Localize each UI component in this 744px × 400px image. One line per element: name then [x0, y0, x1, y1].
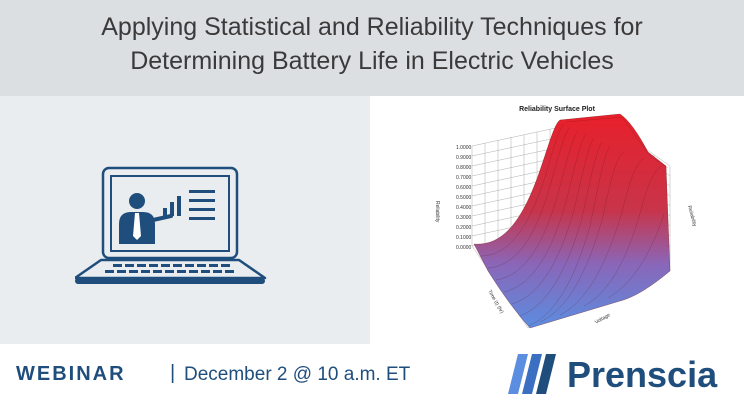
reliability-plot-panel: Reliability Surface Plot [370, 96, 744, 344]
svg-text:0.9000: 0.9000 [456, 155, 472, 161]
prenscia-stripes-logo [508, 354, 556, 394]
page-title: Applying Statistical and Reliability Tec… [0, 10, 744, 78]
title-line-1: Applying Statistical and Reliability Tec… [101, 13, 643, 41]
svg-text:1.0000: 1.0000 [456, 145, 472, 151]
z-axis-ticks: 1.0000 0.9000 0.8000 0.7000 0.6000 0.500… [456, 145, 472, 251]
presenter-laptop-icon [75, 166, 267, 284]
z-axis-label: Reliability [434, 201, 440, 223]
plot-title: Reliability Surface Plot [519, 106, 595, 113]
event-date: December 2 @ 10 a.m. ET [184, 364, 411, 385]
title-line-2: Determining Battery Life in Electric Veh… [130, 47, 614, 75]
separator: | [170, 362, 176, 384]
svg-text:0.6000: 0.6000 [456, 185, 472, 191]
svg-text:0.3000: 0.3000 [456, 215, 472, 221]
x-axis-label: Time (t) (hr) [486, 289, 504, 315]
webinar-label: WEBINAR [16, 363, 126, 385]
y-axis-label: Voltage [594, 312, 612, 326]
svg-text:0.7000: 0.7000 [456, 175, 472, 181]
svg-text:0.5000: 0.5000 [456, 195, 472, 201]
svg-text:0.2000: 0.2000 [456, 225, 472, 231]
header-banner: Applying Statistical and Reliability Tec… [0, 0, 744, 96]
illustration-panel [0, 96, 370, 344]
svg-text:0.4000: 0.4000 [456, 205, 472, 211]
svg-text:0.1000: 0.1000 [456, 235, 472, 241]
reliability-surface-plot: 1.0000 0.9000 0.8000 0.7000 0.6000 0.500… [434, 113, 698, 329]
svg-text:0.0000: 0.0000 [456, 245, 472, 251]
svg-text:0.8000: 0.8000 [456, 165, 472, 171]
right-axis-label: Reliability [686, 205, 697, 228]
brand-name: Prenscia [567, 354, 718, 395]
footer-bar: WEBINAR | December 2 @ 10 a.m. ET Prensc… [0, 344, 744, 400]
reliability-surface [473, 113, 671, 329]
